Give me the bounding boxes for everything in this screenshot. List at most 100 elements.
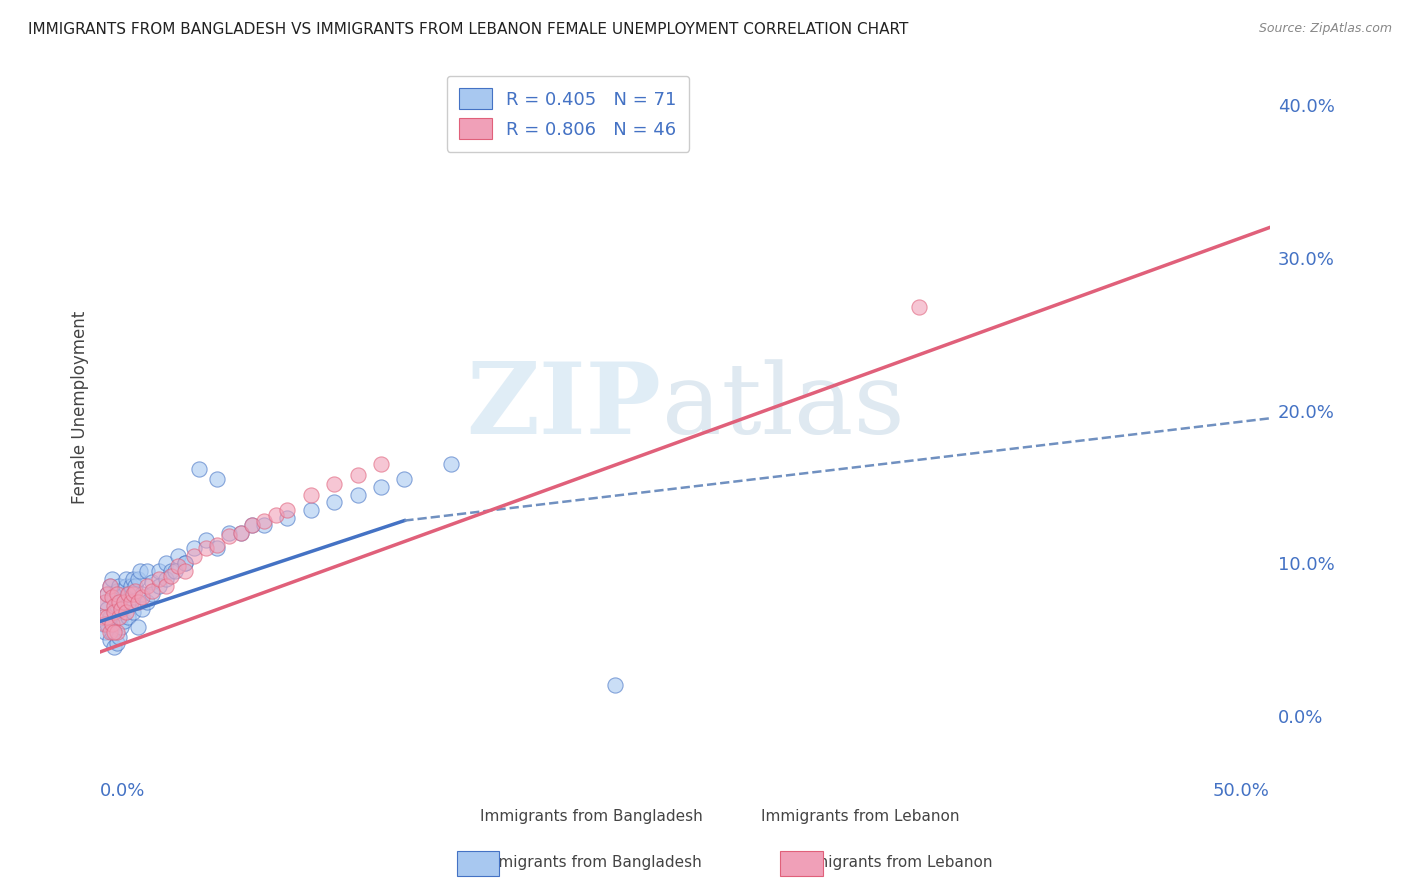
Point	[103, 605, 125, 619]
Text: Immigrants from Lebanon: Immigrants from Lebanon	[793, 855, 993, 870]
Point	[120, 594, 142, 608]
Point	[155, 557, 177, 571]
Point	[370, 480, 392, 494]
Point	[276, 510, 298, 524]
Point	[96, 602, 118, 616]
Point	[183, 549, 205, 563]
Text: 0.0%: 0.0%	[100, 781, 146, 799]
Point	[103, 605, 125, 619]
Point	[440, 457, 463, 471]
Text: ZIP: ZIP	[467, 359, 662, 456]
Point	[94, 617, 117, 632]
Point	[173, 557, 195, 571]
Point	[105, 599, 128, 613]
Point	[122, 605, 145, 619]
Point	[148, 572, 170, 586]
Point	[346, 467, 368, 482]
Point	[253, 514, 276, 528]
Point	[194, 541, 217, 555]
Point	[148, 579, 170, 593]
Point	[141, 587, 163, 601]
Point	[112, 594, 135, 608]
Point	[108, 609, 131, 624]
Point	[122, 587, 145, 601]
Point	[229, 525, 252, 540]
Point	[101, 617, 124, 632]
Point	[94, 594, 117, 608]
Point	[117, 609, 139, 624]
Point	[240, 518, 263, 533]
Point	[173, 557, 195, 571]
Point	[120, 579, 142, 593]
Point	[127, 620, 149, 634]
Point	[136, 579, 159, 593]
Point	[115, 605, 138, 619]
Point	[159, 568, 181, 582]
Point	[105, 636, 128, 650]
Point	[155, 572, 177, 586]
Point	[127, 572, 149, 586]
Point	[136, 564, 159, 578]
Point	[370, 457, 392, 471]
Point	[96, 617, 118, 632]
Point	[141, 583, 163, 598]
Point	[129, 564, 152, 578]
Point	[187, 461, 209, 475]
Point	[131, 587, 153, 601]
Point	[264, 508, 287, 522]
Point	[166, 549, 188, 563]
Point	[166, 559, 188, 574]
Point	[159, 564, 181, 578]
Y-axis label: Female Unemployment: Female Unemployment	[72, 310, 89, 503]
Point	[141, 574, 163, 589]
Point	[94, 625, 117, 640]
Point	[103, 590, 125, 604]
Point	[98, 609, 121, 624]
Text: atlas: atlas	[662, 359, 904, 455]
Point	[155, 579, 177, 593]
Point	[98, 579, 121, 593]
Point	[105, 583, 128, 598]
Point	[112, 587, 135, 601]
Point	[91, 617, 114, 632]
Point	[94, 594, 117, 608]
Point	[240, 518, 263, 533]
Point	[101, 625, 124, 640]
Point	[105, 587, 128, 601]
Point	[907, 300, 929, 314]
Point	[101, 617, 124, 632]
Text: Immigrants from Bangladesh: Immigrants from Bangladesh	[479, 855, 702, 870]
Point	[108, 594, 131, 608]
Point	[110, 602, 132, 616]
Point	[394, 472, 416, 486]
Text: Source: ZipAtlas.com: Source: ZipAtlas.com	[1258, 22, 1392, 36]
Point	[117, 594, 139, 608]
Point	[101, 572, 124, 586]
Text: 50.0%: 50.0%	[1213, 781, 1270, 799]
Point	[96, 587, 118, 601]
Point	[98, 579, 121, 593]
Point	[183, 541, 205, 555]
Point	[131, 602, 153, 616]
Point	[218, 529, 240, 543]
Point	[96, 587, 118, 601]
Point	[253, 518, 276, 533]
Point	[323, 477, 346, 491]
Point	[194, 533, 217, 548]
Point	[207, 541, 229, 555]
Point	[299, 488, 322, 502]
Point	[346, 488, 368, 502]
Point	[136, 594, 159, 608]
Point	[101, 590, 124, 604]
Point	[148, 564, 170, 578]
Point	[103, 599, 125, 613]
Text: Immigrants from Bangladesh: Immigrants from Bangladesh	[479, 809, 703, 824]
Point	[110, 620, 132, 634]
Point	[103, 640, 125, 655]
Point	[112, 615, 135, 629]
Point	[173, 564, 195, 578]
Point	[165, 564, 187, 578]
Point	[98, 632, 121, 647]
Point	[299, 503, 322, 517]
Text: IMMIGRANTS FROM BANGLADESH VS IMMIGRANTS FROM LEBANON FEMALE UNEMPLOYMENT CORREL: IMMIGRANTS FROM BANGLADESH VS IMMIGRANTS…	[28, 22, 908, 37]
